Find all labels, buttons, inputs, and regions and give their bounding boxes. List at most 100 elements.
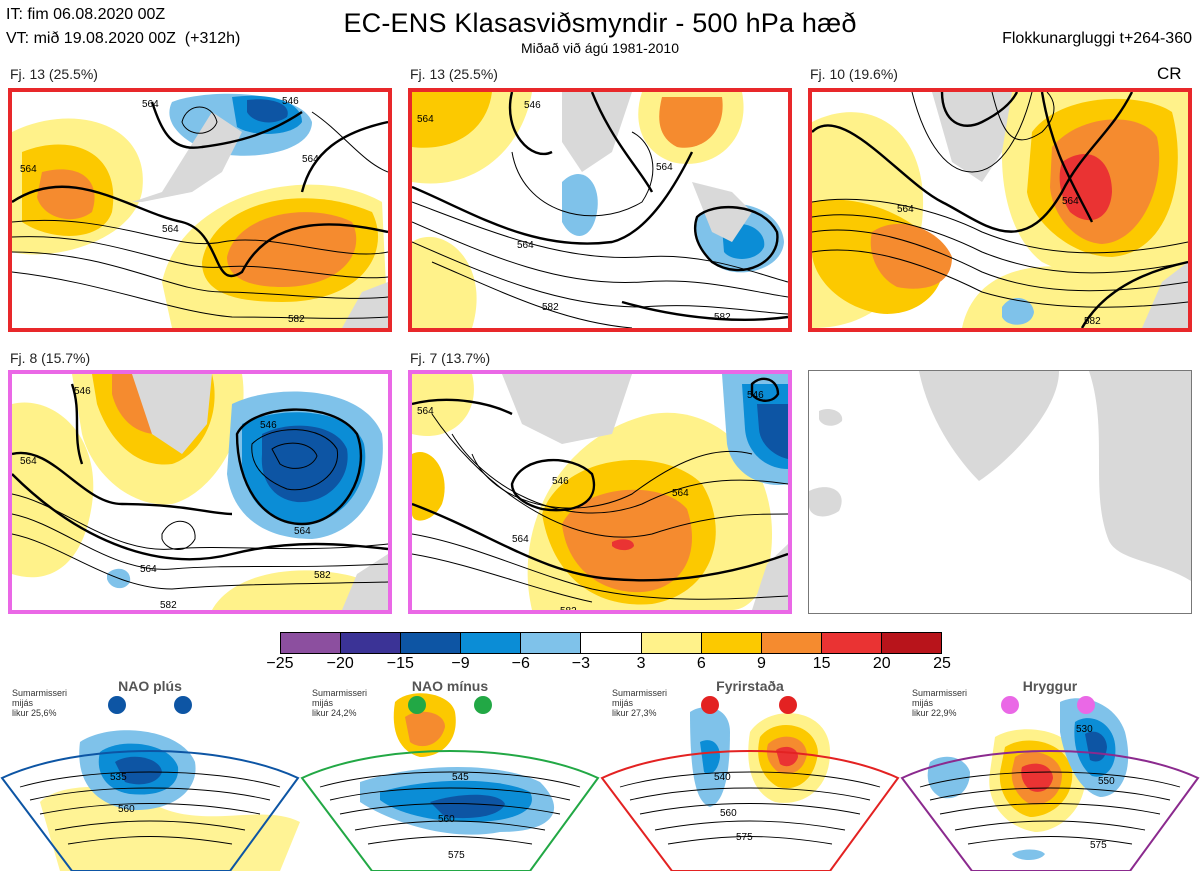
empty-map [808,370,1192,614]
regime-marker [1077,696,1095,714]
landmass [932,92,1012,182]
landmass [132,374,212,454]
contour-label: 564 [162,224,179,235]
regime-ridge: 530 550 575 Hryggur Sumarmisseri mijás lik… [900,672,1200,872]
anomaly-positive [659,97,723,148]
contour-label: 582 [160,600,177,610]
cluster-map-4: 546 564 546 564 564 582 582 [8,370,392,614]
cr-label: CR [1157,64,1182,83]
regime-marker [779,696,797,714]
contour-label: 564 [672,488,689,499]
regime-ridge-svg: 530 550 575 [900,696,1200,872]
landmass [562,92,632,172]
landmass [502,374,632,444]
anomaly-positive [212,570,388,610]
regime-meta: Sumarmisseri mijás likur 27,3% [612,688,668,718]
contour-label: 564 [417,406,434,417]
contour-label: 560 [118,804,135,815]
contour-label: 575 [736,832,753,843]
init-time: IT: fim 06.08.2020 00Z [6,6,166,23]
landmass [919,371,1059,481]
contour-label: 546 [74,386,91,397]
anomaly-positive [37,169,95,220]
colorbar-swatch [581,633,642,653]
landmass [1142,262,1188,328]
contour-label: 582 [1084,316,1101,327]
colorbar-tick-label: −6 [511,655,530,672]
anomaly-negative [700,740,720,774]
contour-label: 575 [448,850,465,861]
anomaly-positive [412,452,445,521]
colorbar-tick-label: 6 [696,655,706,672]
regime-marker [408,696,426,714]
contour-label: 564 [512,534,529,545]
anomaly-negative [1012,849,1045,860]
contour-label: 564 [140,564,157,575]
regime-title: Hryggur [1022,678,1078,694]
anomaly-positive [612,539,634,551]
regime-marker [701,696,719,714]
anomaly-negative [927,756,970,799]
cluster-map-2: 564 546 564 564 582 582 [408,88,792,332]
contour-label: 560 [438,814,455,825]
colorbar-swatch [401,633,462,653]
colorbar-swatch [701,633,762,653]
colorbar-swatch [641,633,702,653]
cluster-map-3: 564 564 582 [808,88,1192,332]
cluster-map-4-svg: 546 564 546 564 564 582 582 [12,374,388,610]
anomaly-positive [227,212,357,287]
colorbar-tick-label: 9 [757,655,766,672]
anomaly-negative [430,794,505,819]
regime-title: Fyrirstaða [716,678,784,694]
regime-blocking: 540 560 575 Fyrirstaða Sumarmisseri mijás… [600,672,900,872]
colorbar-tick-label: −20 [326,655,354,672]
contour-label: 535 [110,772,127,783]
contour-label: 546 [524,100,541,111]
colorbar-tick-label: −25 [266,655,294,672]
regime-nao-minus: 545 560 575 NAO mínus Sumarmisseri mijás l… [300,672,600,872]
regime-meta: Sumarmisseri mijás likur 25,6% [12,688,68,718]
colorbar [280,632,942,654]
cluster-map-1-svg: 564 564 546 564 564 582 [12,92,388,328]
empty-map-svg [809,371,1191,581]
landmass [819,409,843,426]
contour-label: 564 [656,162,673,173]
contour-label: 564 [417,114,434,125]
anomaly-positive [412,92,492,148]
contour-label: 582 [288,314,305,325]
colorbar-tick-label: 15 [812,655,831,672]
anomaly-positive [12,402,94,578]
contour-label: 575 [1090,840,1107,851]
anomaly-negative [115,756,162,785]
contour-label: 546 [552,476,569,487]
contour-label: 564 [517,240,534,251]
contour-label: 582 [714,312,731,323]
colorbar-swatch [461,633,522,653]
panel-4-label: Fj. 8 (15.7%) [10,350,91,366]
colorbar-swatch [521,633,582,653]
colorbar-swatch [881,633,942,653]
regime-marker [474,696,492,714]
landmass [692,182,752,242]
contour-label: 564 [20,456,37,467]
contour-label: 540 [714,772,731,783]
landmass [342,282,388,328]
anomaly-positive [405,711,445,747]
contour-label: 546 [260,420,277,431]
panel-1-label: Fj. 13 (25.5%) [10,66,98,82]
colorbar-swatch [821,633,882,653]
contour-label: 564 [897,204,914,215]
contour-label: 564 [302,154,319,165]
regime-title: NAO plús [118,678,182,694]
cluster-map-1: 564 564 546 564 564 582 [8,88,392,332]
anomaly-positive [1059,153,1112,221]
contour-label: 582 [314,570,331,581]
contour-label: 582 [542,302,559,313]
colorbar-swatch [281,633,342,653]
contour-label: 564 [142,99,159,110]
contour-label: 546 [747,390,764,401]
landmass [1089,371,1191,581]
anomaly-negative [1002,297,1034,325]
colorbar-tick-label: 3 [636,655,646,672]
anomaly-positive [412,374,474,436]
